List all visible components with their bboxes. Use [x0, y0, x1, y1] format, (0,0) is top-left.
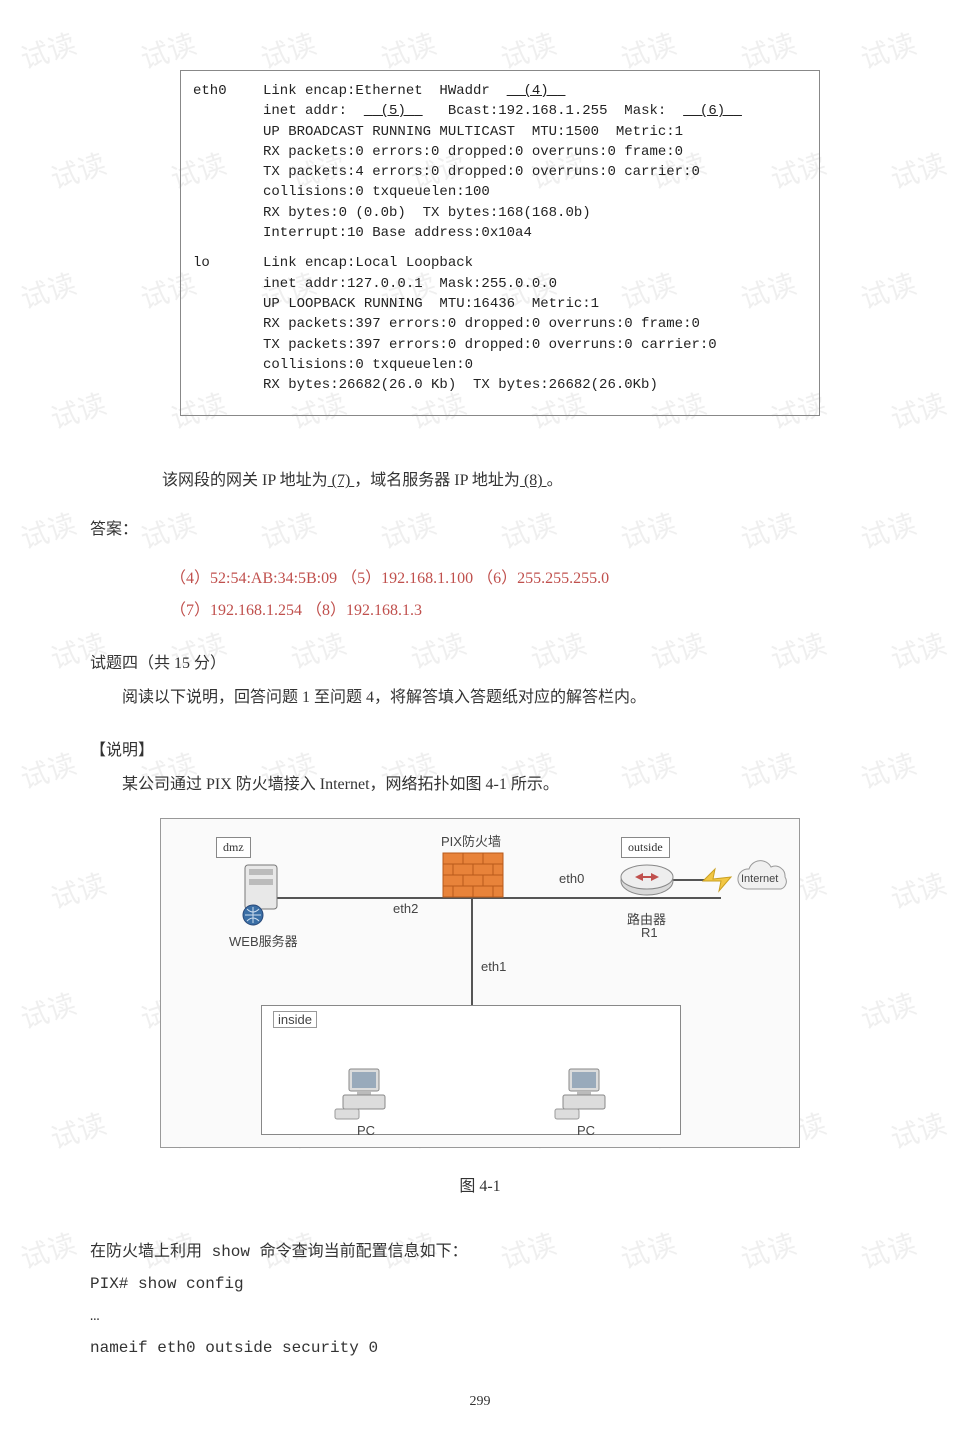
web-server-label: WEB服务器: [229, 931, 298, 950]
terminal-output-box: eth0 Link encap:Ethernet HWaddr (4) inet…: [180, 70, 820, 416]
pc-label-1: PC: [357, 1123, 375, 1138]
config-cmd: PIX# show config: [90, 1268, 870, 1300]
eth0-label: eth0: [559, 871, 584, 886]
zone-dmz-label: dmz: [216, 837, 251, 858]
gateway-dns-question: 该网段的网关 IP 地址为 (7) ，域名服务器 IP 地址为 (8) 。: [130, 466, 870, 496]
answer-line-2: （7）192.168.1.254 （8）192.168.1.3: [170, 595, 870, 627]
q-prefix: 该网段的网关 IP 地址为: [162, 472, 328, 489]
page-content: eth0 Link encap:Ethernet HWaddr (4) inet…: [0, 0, 960, 1450]
eth2-label: eth2: [393, 901, 418, 916]
config-dots: …: [90, 1300, 870, 1332]
network-diagram: dmzoutsidePIX防火墙 WEB服务器 eth2eth0eth1 路由器…: [160, 818, 800, 1148]
blank-7: (7): [328, 472, 355, 489]
pc-icon-1: [333, 1065, 393, 1130]
firewall-icon: [441, 851, 505, 904]
answer-line-1: （4）52:54:AB:34:5B:09 （5）192.168.1.100 （6…: [170, 563, 870, 595]
r1-label: R1: [641, 925, 658, 940]
router-icon: [617, 859, 677, 912]
iface-name-eth0: eth0: [193, 81, 263, 243]
eth1-label: eth1: [481, 959, 506, 974]
page-number: 299: [90, 1394, 870, 1410]
line: [471, 897, 473, 969]
q-mid: ，域名服务器 IP 地址为: [354, 472, 520, 489]
config-line-1: nameif eth0 outside security 0: [90, 1332, 870, 1364]
line: [471, 969, 473, 1009]
answer-label: 答案：: [90, 515, 870, 545]
q4-instruction: 阅读以下说明，回答问题 1 至问题 4，将解答填入答题纸对应的解答栏内。: [90, 683, 870, 713]
pix-title-label: PIX防火墙: [441, 831, 501, 850]
q4-title: 试题四（共 15 分）: [90, 649, 870, 673]
bolt-icon: [701, 867, 735, 898]
iface-body-lo: Link encap:Local Loopback inet addr:127.…: [263, 253, 717, 395]
q4-desc-label: 【说明】: [90, 736, 870, 760]
zone-outside-label: outside: [621, 837, 670, 858]
internet-label: Internet: [741, 873, 778, 885]
pc-icon-2: [553, 1065, 613, 1130]
pc-label-2: PC: [577, 1123, 595, 1138]
blank-8: (8): [520, 472, 547, 489]
iface-name-lo: lo: [193, 253, 263, 395]
inside-label: inside: [273, 1011, 317, 1028]
q-suffix: 。: [547, 472, 563, 489]
config-intro: 在防火墙上利用 show 命令查询当前配置信息如下：: [90, 1236, 870, 1268]
web-server-icon: [231, 861, 291, 936]
iface-body-eth0: Link encap:Ethernet HWaddr (4) inet addr…: [263, 81, 759, 243]
q4-desc-text: 某公司通过 PIX 防火墙接入 Internet，网络拓扑如图 4-1 所示。: [90, 770, 870, 800]
diagram-wrap: dmzoutsidePIX防火墙 WEB服务器 eth2eth0eth1 路由器…: [90, 818, 870, 1148]
inside-zone-box: [261, 1005, 681, 1135]
iface-lo: lo Link encap:Local Loopback inet addr:1…: [193, 253, 807, 395]
iface-eth0: eth0 Link encap:Ethernet HWaddr (4) inet…: [193, 81, 807, 243]
diagram-caption: 图 4-1: [90, 1172, 870, 1196]
